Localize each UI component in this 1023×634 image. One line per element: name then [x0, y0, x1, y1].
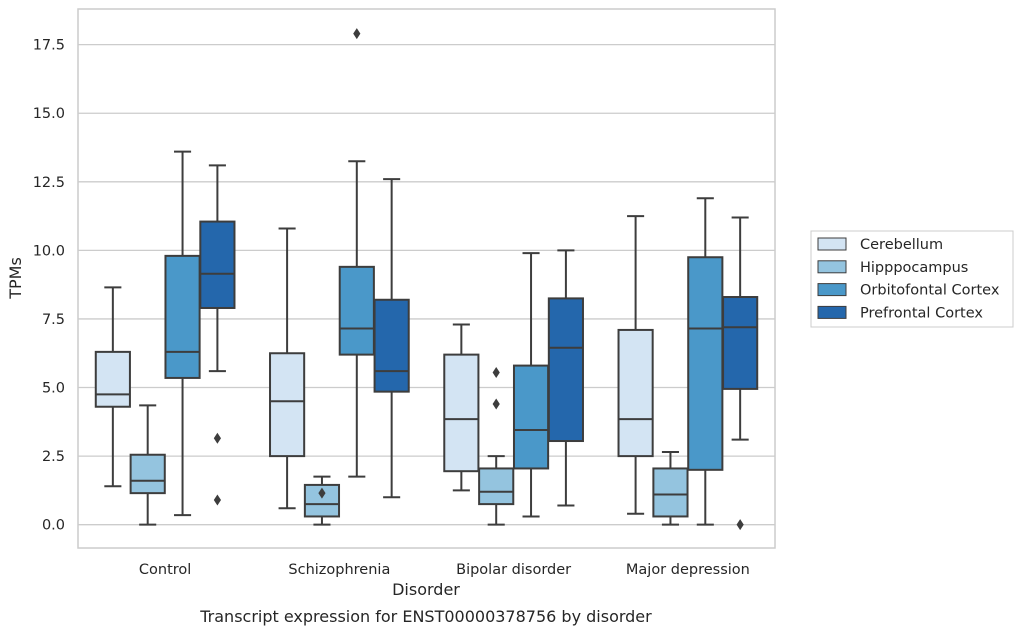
box-hipppocampus [652, 450, 689, 526]
x-axis-title: Disorder [392, 580, 460, 599]
box-orbitofontal-cortex [338, 28, 375, 478]
iqr-box [199, 220, 236, 309]
iqr-box [617, 328, 654, 458]
iqr-box [164, 254, 201, 379]
y-tick-label: 15.0 [33, 106, 65, 122]
box-prefrontal-cortex [199, 164, 236, 506]
box-hipppocampus [303, 475, 341, 526]
legend-label: Prefrontal Cortex [860, 305, 983, 321]
box-orbitofontal-cortex [687, 197, 724, 526]
boxes [94, 28, 759, 531]
iqr-box [687, 256, 724, 471]
legend: Cerebellum Hipppocampus Orbitofontal Corte… [810, 230, 1014, 328]
legend-swatch [817, 260, 847, 274]
y-axis-ticks: 0.0 2.5 5.0 7.5 10.0 12.5 15.0 17.5 [33, 38, 65, 534]
box-orbitofontal-cortex [164, 150, 201, 517]
outlier-point [492, 366, 500, 378]
legend-swatch [817, 283, 847, 297]
box-cerebellum [617, 215, 654, 515]
figure-caption: Transcript expression for ENST0000037875… [199, 607, 652, 626]
y-tick-label: 12.5 [33, 175, 65, 191]
y-tick-label: 0.0 [42, 518, 65, 534]
legend-label: Hipppocampus [860, 260, 968, 276]
x-tick-label: Major depression [626, 562, 750, 578]
legend-label: Orbitofontal Cortex [860, 283, 1000, 299]
box-prefrontal-cortex [722, 216, 759, 531]
x-tick-label: Control [139, 562, 191, 578]
iqr-box [512, 364, 550, 470]
outlier-point [213, 494, 221, 506]
plot-area-frame [77, 8, 776, 549]
x-tick-label: Schizophrenia [288, 562, 390, 578]
iqr-box [652, 467, 689, 518]
iqr-box [443, 353, 480, 473]
y-tick-label: 10.0 [33, 243, 65, 259]
y-axis-title: TPMs [6, 257, 25, 300]
iqr-box [338, 265, 375, 356]
iqr-box [94, 350, 131, 408]
box-hipppocampus [129, 404, 166, 526]
y-tick-label: 17.5 [33, 38, 65, 54]
box-orbitofontal-cortex [512, 252, 550, 518]
outlier-point [318, 487, 326, 499]
box-cerebellum [443, 323, 480, 492]
box-cerebellum [94, 286, 131, 488]
outlier-point [213, 432, 221, 444]
outlier-point [492, 398, 500, 410]
legend-swatch [817, 305, 847, 319]
iqr-box [373, 298, 410, 393]
iqr-box [269, 352, 306, 458]
outlier-point [353, 28, 361, 40]
iqr-box [478, 467, 515, 506]
legend-label: Cerebellum [860, 237, 943, 253]
y-tick-label: 7.5 [42, 312, 65, 328]
box-prefrontal-cortex [547, 249, 584, 507]
x-axis-ticks: Control Schizophrenia Bipolar disorder Majo… [139, 562, 750, 578]
legend-swatch [817, 237, 847, 251]
iqr-box [303, 483, 341, 518]
iqr-box [547, 297, 584, 443]
y-tick-label: 2.5 [42, 449, 65, 465]
box-hipppocampus [478, 366, 515, 526]
y-tick-label: 5.0 [42, 381, 65, 397]
iqr-box [722, 296, 759, 390]
box-prefrontal-cortex [373, 178, 410, 499]
x-tick-label: Bipolar disorder [456, 562, 571, 578]
iqr-box [129, 453, 166, 495]
box-cerebellum [269, 227, 306, 510]
outlier-point [736, 519, 744, 531]
